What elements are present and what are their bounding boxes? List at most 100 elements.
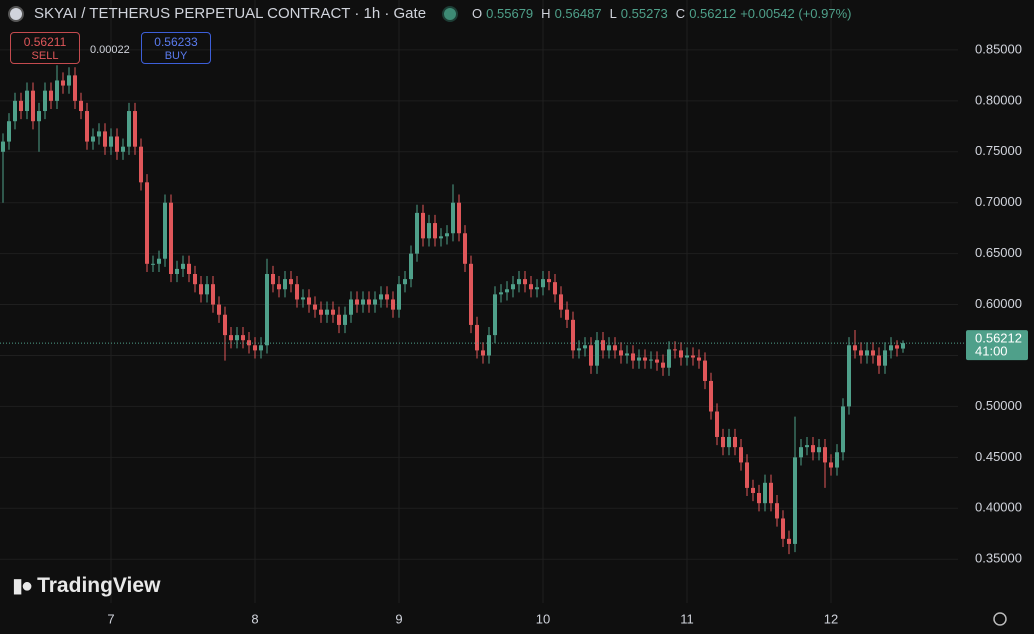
spread: 0.00022 — [90, 44, 130, 56]
candle-body — [787, 538, 791, 544]
candle-body — [553, 282, 557, 295]
candle-body — [901, 343, 905, 349]
candle-body — [613, 345, 617, 351]
candle-body — [889, 345, 893, 351]
y-tick-label: 0.75000 — [975, 143, 1022, 158]
candle-body — [619, 350, 623, 356]
candle-body — [541, 279, 545, 288]
candle-body — [199, 284, 203, 295]
candle-body — [169, 202, 173, 274]
candle-body — [349, 299, 353, 315]
candle-body — [337, 314, 341, 325]
candle-body — [649, 359, 653, 361]
candle-body — [355, 299, 359, 305]
candle-body — [385, 294, 389, 300]
y-tick-label: 0.70000 — [975, 194, 1022, 209]
candle-body — [313, 304, 317, 310]
x-tick-label: 10 — [536, 611, 550, 626]
x-tick-label: 7 — [107, 611, 114, 626]
candle-body — [757, 492, 761, 504]
candle-body — [523, 279, 527, 285]
status-dot — [442, 5, 459, 22]
candle-body — [811, 445, 815, 453]
candle-body — [577, 348, 581, 351]
candle-body — [829, 462, 833, 468]
y-tick-label: 0.80000 — [975, 92, 1022, 107]
candle-body — [733, 436, 737, 448]
y-tick-label: 0.40000 — [975, 500, 1022, 515]
candle-body — [799, 447, 803, 458]
candle-body — [655, 359, 659, 363]
candle-body — [61, 80, 65, 86]
candle-body — [277, 284, 281, 290]
candle-body — [163, 202, 167, 259]
candle-body — [187, 263, 191, 274]
settings-icon — [993, 612, 1007, 626]
buy-button[interactable]: 0.56233 BUY — [141, 32, 211, 64]
l-value: 0.55273 — [620, 6, 668, 21]
candle-body — [715, 411, 719, 437]
candle-body — [391, 299, 395, 310]
candle-body — [565, 309, 569, 320]
candle-body — [595, 340, 599, 366]
y-tick-label: 0.85000 — [975, 41, 1022, 56]
y-tick-label: 0.45000 — [975, 449, 1022, 464]
candle-body — [67, 75, 71, 86]
candle-body — [151, 263, 155, 265]
candle-body — [331, 309, 335, 315]
candle-body — [271, 273, 275, 285]
candle-body — [217, 304, 221, 315]
candle-body — [781, 518, 785, 539]
candle-body — [445, 233, 449, 237]
candle-body — [205, 284, 209, 295]
candle-body — [19, 100, 23, 112]
candle-body — [505, 289, 509, 293]
candle-body — [559, 294, 563, 310]
candle-body — [667, 349, 671, 368]
candle-body — [469, 263, 473, 325]
candle-body — [295, 284, 299, 300]
candle-body — [865, 350, 869, 356]
candle-body — [319, 309, 323, 315]
candle-body — [97, 131, 101, 137]
sell-price: 0.56211 — [23, 35, 67, 49]
price-tag-value: 0.56212 — [975, 331, 1022, 346]
y-tick-label: 0.60000 — [975, 296, 1022, 311]
candle-body — [661, 362, 665, 368]
candle-body — [181, 263, 185, 269]
candle-body — [793, 457, 797, 544]
candle-body — [493, 294, 497, 336]
candle-body — [517, 279, 521, 285]
h-value: 0.56487 — [554, 6, 602, 21]
logo: ▮● TradingView — [12, 573, 160, 598]
candle-body — [823, 447, 827, 463]
x-tick-label: 11 — [680, 611, 694, 626]
sell-button[interactable]: 0.56211 SELL — [10, 32, 80, 64]
candle-body — [439, 236, 443, 239]
candle-body — [841, 406, 845, 453]
candle-body — [433, 223, 437, 239]
candle-body — [403, 279, 407, 285]
y-tick-label: 0.35000 — [975, 551, 1022, 566]
candle-body — [529, 284, 533, 290]
l-label: L — [609, 6, 617, 21]
candle-body — [769, 482, 773, 504]
candle-body — [643, 357, 647, 361]
candle-body — [457, 202, 461, 234]
candle-body — [877, 355, 881, 366]
candle-body — [775, 503, 779, 519]
candle-body — [85, 111, 89, 142]
candle-body — [535, 287, 539, 290]
change: +0.00542 (+0.97%) — [740, 6, 852, 21]
candle-body — [73, 75, 77, 101]
candle-body — [361, 299, 365, 305]
candle-body — [421, 212, 425, 239]
candle-body — [691, 355, 695, 358]
c-value: 0.56212 — [689, 6, 737, 21]
candle-body — [229, 335, 233, 341]
candle-body — [847, 345, 851, 407]
candle-body — [139, 146, 143, 183]
candle-body — [607, 345, 611, 351]
